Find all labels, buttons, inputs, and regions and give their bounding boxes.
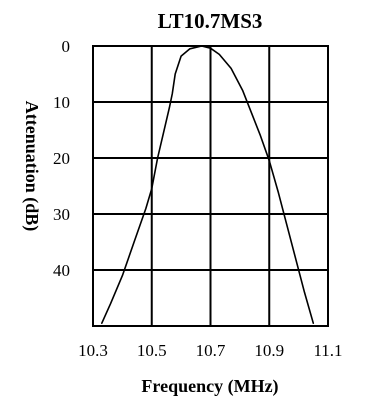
x-tick-labels: 10.3 10.5 10.7 10.9 11.1 xyxy=(78,341,342,360)
y-tick-label: 20 xyxy=(53,149,70,168)
grid xyxy=(92,45,329,326)
series-line xyxy=(101,45,315,325)
series-layer xyxy=(101,45,315,325)
x-tick-label: 10.3 xyxy=(78,341,108,360)
x-tick-label: 10.9 xyxy=(254,341,284,360)
chart-title: LT10.7MS3 xyxy=(158,9,263,33)
plot-frame xyxy=(92,45,329,327)
y-tick-labels: 0 10 20 30 40 xyxy=(53,37,70,280)
x-tick-label: 11.1 xyxy=(313,341,342,360)
y-tick-label: 10 xyxy=(53,93,70,112)
y-tick-label: 30 xyxy=(53,205,70,224)
y-tick-label: 0 xyxy=(62,37,71,56)
y-axis-title: Attenuation (dB) xyxy=(21,101,42,232)
x-axis-title: Frequency (MHz) xyxy=(141,376,278,397)
x-tick-label: 10.5 xyxy=(137,341,167,360)
x-tick-label: 10.7 xyxy=(196,341,226,360)
y-tick-label: 40 xyxy=(53,261,70,280)
